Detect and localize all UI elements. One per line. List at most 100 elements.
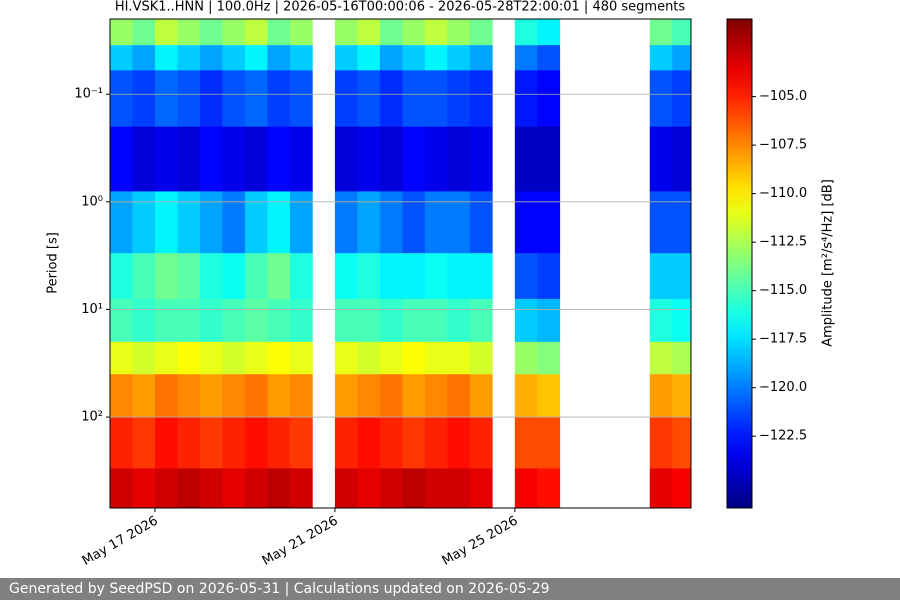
- cell: [154, 468, 178, 508]
- cell: [357, 70, 381, 127]
- cell: [222, 253, 246, 300]
- cell: [514, 417, 538, 469]
- cell: [222, 126, 246, 192]
- cell: [244, 253, 268, 300]
- cell: [379, 417, 403, 469]
- cell: [132, 468, 156, 508]
- cell: [447, 299, 471, 343]
- cell: [379, 19, 403, 46]
- cell: [110, 126, 133, 192]
- x-tick-label: May 21 2026: [260, 514, 341, 569]
- cell: [334, 341, 358, 375]
- cell: [177, 253, 201, 300]
- cell: [537, 70, 561, 127]
- cell: [672, 191, 691, 254]
- cell: [177, 191, 201, 254]
- cell: [469, 45, 493, 71]
- cell: [469, 468, 493, 508]
- cell: [222, 299, 246, 343]
- cell: [154, 253, 178, 300]
- cell: [402, 191, 426, 254]
- cell: [222, 19, 246, 46]
- cell: [177, 468, 201, 508]
- cell: [469, 299, 493, 343]
- cell: [672, 253, 691, 300]
- y-tick-label: 10²: [81, 410, 103, 425]
- cell: [447, 191, 471, 254]
- cell: [177, 45, 201, 71]
- cell: [469, 70, 493, 127]
- cell: [177, 374, 201, 418]
- cell: [244, 126, 268, 192]
- cell: [267, 417, 291, 469]
- cell: [289, 299, 313, 343]
- cell: [357, 417, 381, 469]
- cell: [267, 253, 291, 300]
- cell: [244, 191, 268, 254]
- cell: [110, 45, 133, 71]
- cell: [447, 70, 471, 127]
- cell: [222, 468, 246, 508]
- cell: [379, 70, 403, 127]
- cell: [402, 19, 426, 46]
- cell: [244, 19, 268, 46]
- cell: [244, 417, 268, 469]
- cell: [110, 374, 133, 418]
- cell: [672, 70, 691, 127]
- cell: [177, 417, 201, 469]
- cell: [177, 341, 201, 375]
- cell: [154, 299, 178, 343]
- cell: [447, 468, 471, 508]
- cell: [469, 341, 493, 375]
- cell: [447, 126, 471, 192]
- cell: [199, 19, 223, 46]
- cell: [514, 45, 538, 71]
- cell: [469, 417, 493, 469]
- cell: [649, 45, 673, 71]
- cell: [672, 45, 691, 71]
- cell: [267, 45, 291, 71]
- cell: [177, 19, 201, 46]
- cell: [469, 126, 493, 192]
- cell: [469, 253, 493, 300]
- cell: [514, 468, 538, 508]
- cell: [402, 374, 426, 418]
- cell: [514, 19, 538, 46]
- cell: [154, 374, 178, 418]
- cell: [379, 468, 403, 508]
- cell: [402, 70, 426, 127]
- cell: [402, 299, 426, 343]
- colorbar-tick-label: −117.5: [759, 332, 807, 347]
- cell: [424, 126, 448, 192]
- cell: [537, 19, 561, 46]
- y-tick-label: 10¹: [81, 302, 103, 317]
- cell: [424, 468, 448, 508]
- cell: [110, 341, 133, 375]
- cell: [110, 191, 133, 254]
- cell: [649, 19, 673, 46]
- cell: [289, 191, 313, 254]
- heatmap: [110, 19, 691, 508]
- cell: [357, 19, 381, 46]
- cell: [537, 374, 561, 418]
- cell: [154, 19, 178, 46]
- cell: [177, 70, 201, 127]
- cell: [289, 126, 313, 192]
- cell: [537, 468, 561, 508]
- cell: [402, 341, 426, 375]
- cell: [469, 374, 493, 418]
- cell: [132, 19, 156, 46]
- cell: [222, 374, 246, 418]
- cell: [537, 191, 561, 254]
- cell: [154, 126, 178, 192]
- footer: Generated by SeedPSD on 2026-05-31 | Cal…: [0, 578, 900, 600]
- y-tick-label: 10⁰: [81, 194, 103, 209]
- cell: [672, 126, 691, 192]
- cell: [424, 191, 448, 254]
- cell: [267, 70, 291, 127]
- cell: [132, 341, 156, 375]
- cell: [289, 417, 313, 469]
- cell: [537, 45, 561, 71]
- cell: [357, 374, 381, 418]
